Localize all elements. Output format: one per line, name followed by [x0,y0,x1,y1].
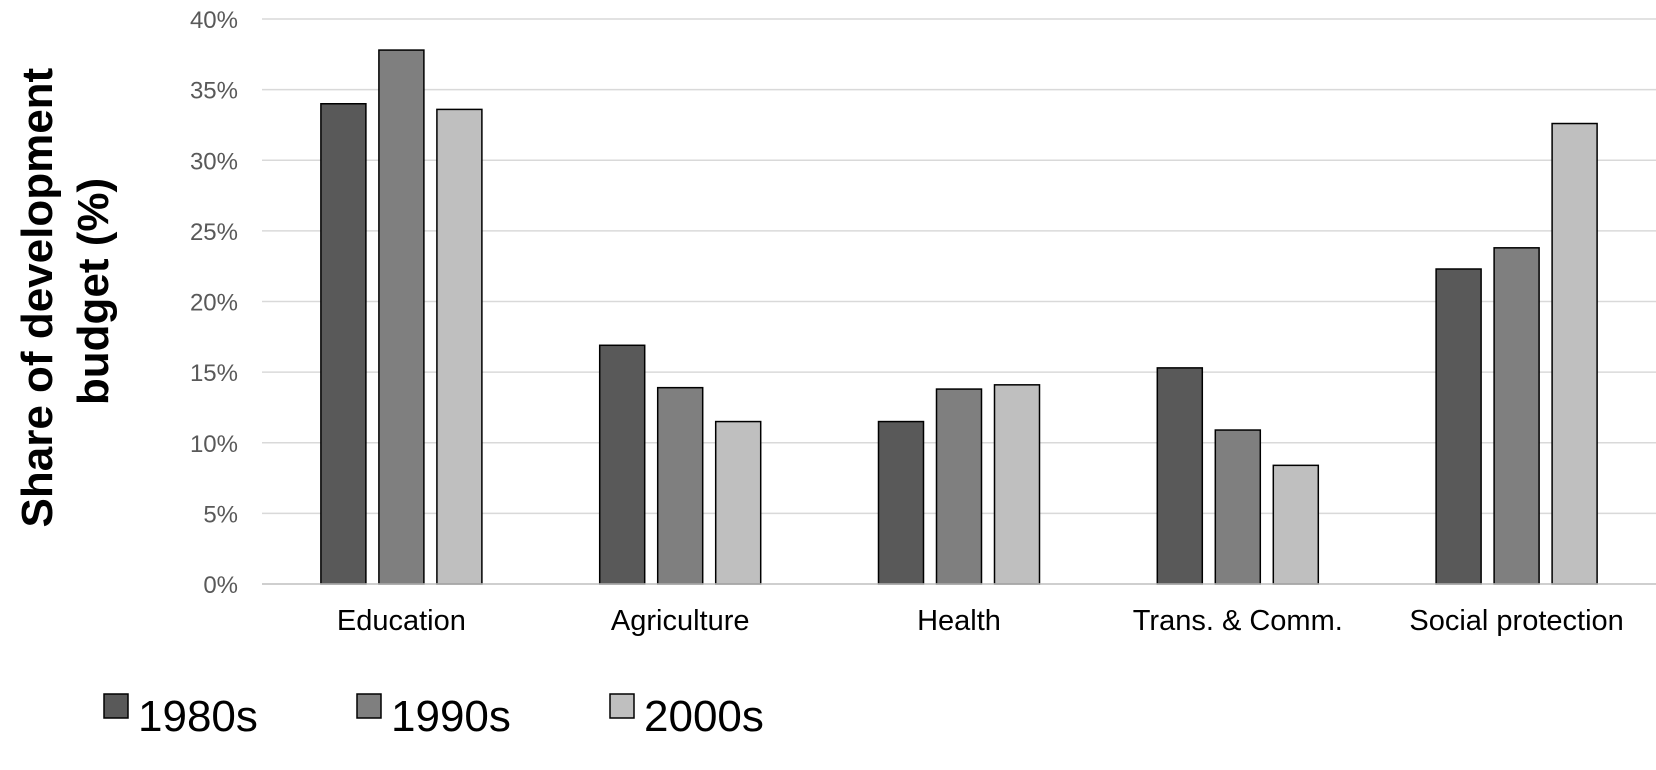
bar-2000s [436,108,483,585]
y-tick-label: 15% [190,360,238,387]
legend-label-1990s: 1990s [391,692,511,741]
y-tick-label: 25% [190,219,238,246]
gridlines [262,18,1656,515]
y-tick-label: 40% [190,7,238,34]
y-tick-label: 0% [203,572,238,599]
bar-1990s [656,386,704,585]
legend-label-2000s: 2000s [644,692,764,741]
bar-1980s [320,103,367,585]
bar-1980s [598,344,646,585]
bar-2000s [1272,464,1320,585]
axes: 0% 5% 10% 15% 20% 25% 30% 35% 40% Education Agricu… [190,7,1656,637]
legend-swatch-1990s [356,693,382,719]
legend-swatch-1980s [103,693,129,719]
y-tick-label: 35% [190,78,238,105]
y-tick-label: 5% [203,501,238,528]
x-tick-label: Trans. & Comm. [1133,605,1343,637]
bar-1980s [1435,268,1482,585]
legend-label-1980s: 1980s [138,692,258,741]
x-tick-label: Health [917,605,1001,637]
bar-1990s [935,388,983,585]
bar-1980s [1156,367,1204,585]
bar-2000s [1551,122,1598,585]
y-tick-label: 10% [190,431,238,458]
bar-1980s [877,420,925,585]
y-tick-label: 20% [190,290,238,317]
legend-swatch-2000s [609,693,635,719]
x-tick-label: Social protection [1409,605,1623,637]
bar-1990s [1493,247,1540,585]
y-tick-label: 30% [190,148,238,175]
y-axis-title-line-2: budget (%) [69,178,118,405]
legend: 1980s 1990s 2000s [103,692,764,741]
bar-2000s [714,420,762,585]
y-axis-title: Share of development budget (%) [13,56,118,528]
bars [320,49,1598,585]
x-tick-label: Education [337,605,466,637]
bar-1990s [1214,429,1262,585]
bar-1990s [378,49,425,585]
x-tick-label: Agriculture [611,605,750,637]
y-axis-title-line-1: Share of development [13,67,62,527]
bar-2000s [993,384,1041,585]
